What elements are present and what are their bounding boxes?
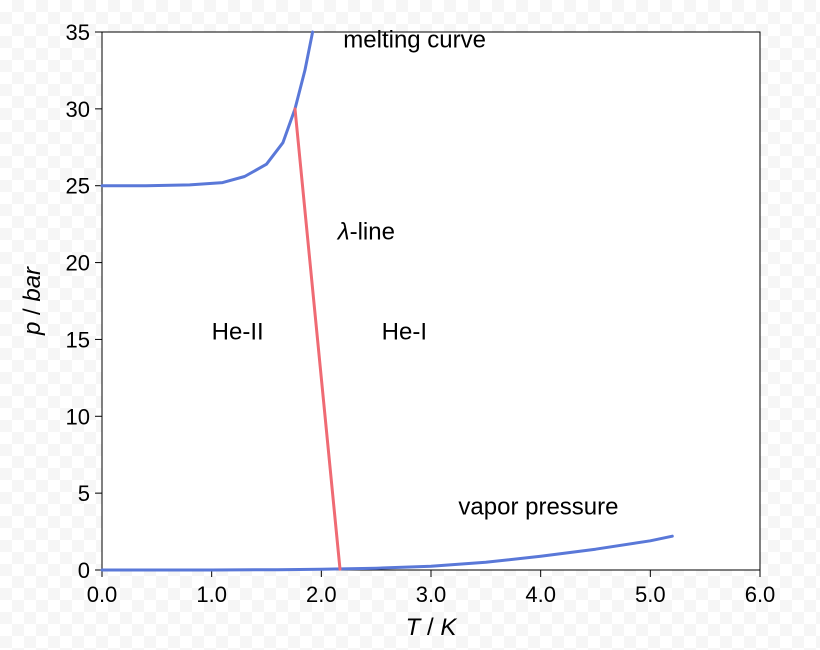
y-tick-label: 25 xyxy=(66,174,90,199)
x-axis-label: T / K xyxy=(406,614,458,641)
y-axis-label: p / bar xyxy=(19,266,46,336)
x-tick-label: 1.0 xyxy=(196,582,227,607)
y-tick-label: 5 xyxy=(78,481,90,506)
region-he1-label: He-I xyxy=(382,318,427,345)
vapor-label: vapor pressure xyxy=(458,494,618,521)
phase-diagram-chart: 0.0 1.0 2.0 3.0 4.0 5.0 6.0 0 5 10 15 20 25 30 35 T / K… xyxy=(0,0,820,650)
y-tick-label: 20 xyxy=(66,251,90,276)
plot-area xyxy=(102,32,760,570)
y-tick-label: 10 xyxy=(66,404,90,429)
x-tick-label: 0.0 xyxy=(87,582,118,607)
lambda-label: λ-line xyxy=(336,219,395,246)
y-tick-label: 0 xyxy=(78,558,90,583)
y-tick-label: 35 xyxy=(66,20,90,45)
y-tick-label: 30 xyxy=(66,97,90,122)
x-tick-label: 6.0 xyxy=(745,582,776,607)
x-tick-label: 2.0 xyxy=(306,582,337,607)
x-tick-label: 5.0 xyxy=(635,582,666,607)
region-he2-label: He-II xyxy=(212,318,264,345)
x-tick-label: 4.0 xyxy=(525,582,556,607)
y-tick-label: 15 xyxy=(66,327,90,352)
x-tick-label: 3.0 xyxy=(416,582,447,607)
melting-label: melting curve xyxy=(343,26,486,53)
